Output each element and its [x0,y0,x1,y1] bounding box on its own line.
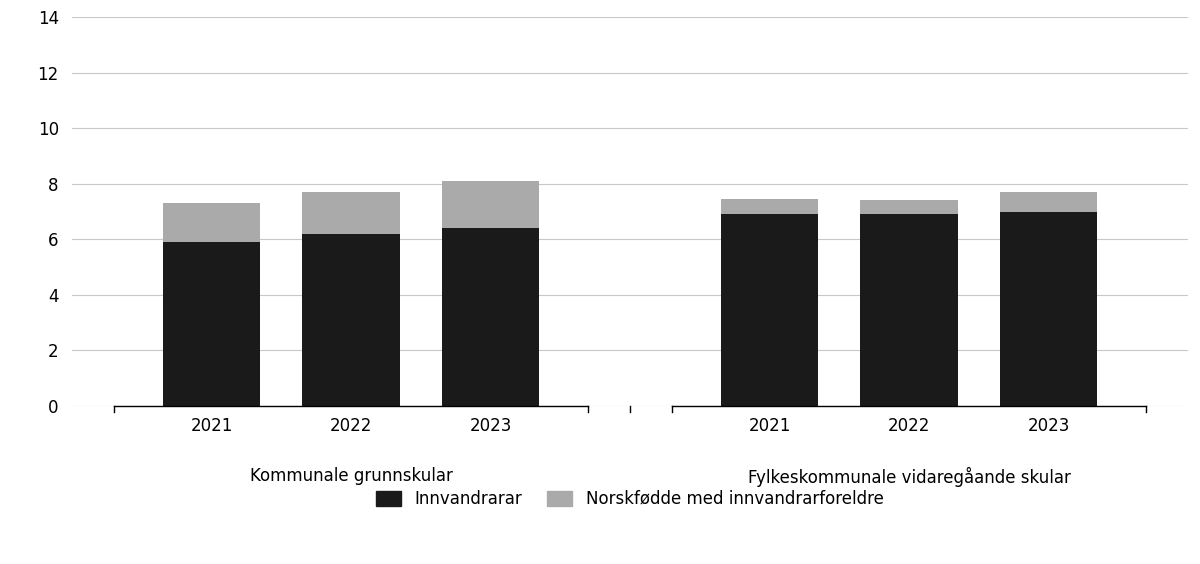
Bar [442,228,539,406]
Bar [302,233,400,406]
Bar [163,203,260,242]
Legend: Innvandrarar, Norskfødde med innvandrarforeldre: Innvandrarar, Norskfødde med innvandrarf… [370,483,890,514]
Text: Kommunale grunnskular: Kommunale grunnskular [250,467,452,485]
Text: Fylkeskommunale vidaregåande skular: Fylkeskommunale vidaregåande skular [748,467,1070,487]
Bar [163,242,260,406]
Bar [442,181,539,228]
Bar [860,200,958,214]
Bar [302,192,400,233]
Bar [860,214,958,406]
Bar [1000,212,1097,406]
Bar [1000,192,1097,212]
Bar [721,214,818,406]
Bar [721,199,818,214]
